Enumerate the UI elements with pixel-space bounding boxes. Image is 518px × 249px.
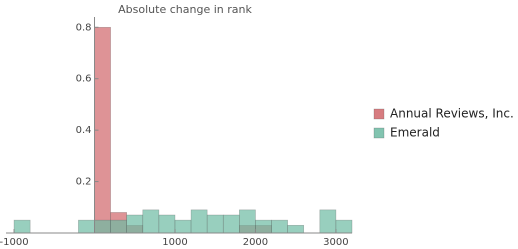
x-tick-label: -1000	[0, 237, 29, 248]
histogram-bar	[255, 219, 272, 234]
histogram-bar	[126, 214, 144, 234]
histogram-bar	[94, 219, 111, 234]
x-tick-label: 2000	[243, 237, 268, 248]
histogram-bar	[174, 219, 192, 234]
histogram-bar	[271, 219, 288, 234]
histogram-bar	[110, 219, 127, 234]
histogram-bar	[78, 219, 95, 234]
chart-title: Absolute change in rank	[118, 3, 252, 16]
histogram-bar	[142, 209, 160, 234]
histogram-bar	[335, 219, 353, 234]
histogram-bar	[239, 209, 256, 234]
histogram-bar	[13, 219, 31, 234]
y-tick-label: 0.2	[76, 177, 92, 188]
histogram-bar	[287, 224, 305, 234]
legend-label: Annual Reviews, Inc.	[390, 107, 514, 121]
histogram-bar	[158, 214, 176, 234]
histogram-bar	[319, 209, 337, 234]
y-tick-label: 0.4	[76, 125, 92, 136]
legend-swatch	[373, 108, 385, 120]
y-tick-label: 0.8	[76, 22, 92, 33]
x-tick-label: 1000	[162, 237, 187, 248]
histogram-bar	[190, 209, 208, 234]
x-tick-label: 3000	[323, 237, 348, 248]
legend-label: Emerald	[390, 126, 440, 140]
histogram-bar	[206, 214, 224, 234]
y-tick-label: 0.6	[76, 74, 92, 85]
legend-swatch	[373, 127, 385, 139]
legend: Annual Reviews, Inc. Emerald	[373, 107, 514, 140]
histogram-bar	[222, 214, 240, 234]
